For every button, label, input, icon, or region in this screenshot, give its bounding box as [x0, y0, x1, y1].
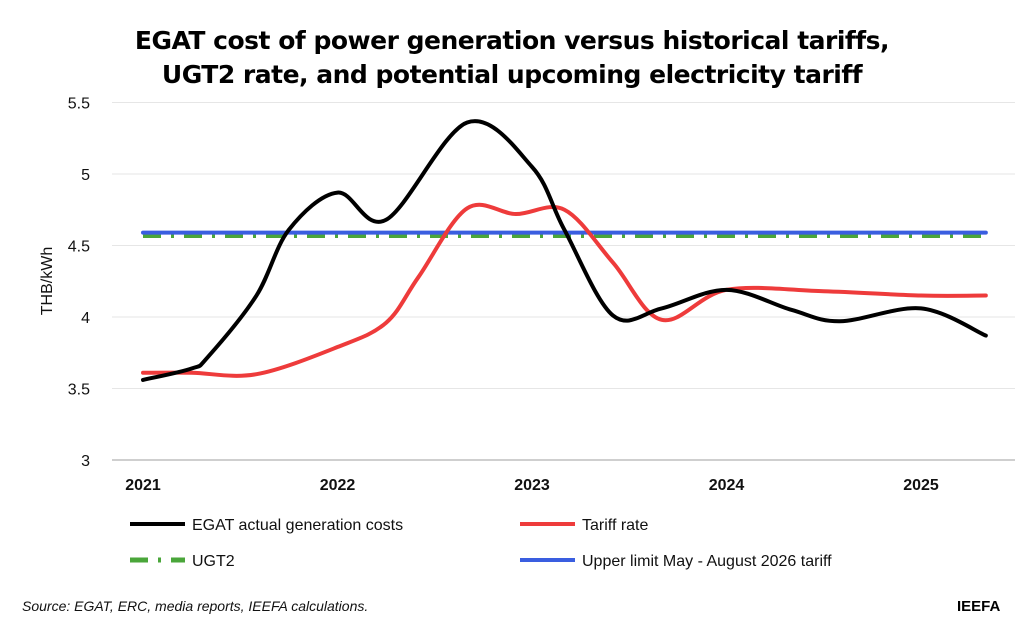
y-tick-label: 3.5	[68, 382, 90, 399]
legend-label: EGAT actual generation costs	[192, 517, 403, 534]
y-tick-label: 5	[81, 167, 90, 184]
x-tick-label: 2021	[125, 477, 161, 494]
series-line-tariff-rate	[141, 202, 988, 378]
x-tick-label: 2022	[320, 477, 356, 494]
chart-title-line-1: EGAT cost of power generation versus his…	[134, 26, 890, 55]
legend-label: UGT2	[192, 553, 235, 570]
y-tick-label: 3	[81, 453, 90, 470]
x-tick-label: 2025	[903, 477, 939, 494]
y-tick-label: 4.5	[68, 239, 90, 256]
source-note: Source: EGAT, ERC, media reports, IEEFA …	[22, 598, 369, 614]
y-tick-label: 4	[81, 310, 90, 327]
series-line-egat-actual-generation-costs	[141, 119, 988, 382]
legend-label: Tariff rate	[582, 517, 649, 534]
chart-title-line-2: UGT2 rate, and potential upcoming electr…	[161, 60, 863, 89]
chart-title: EGAT cost of power generation versus his…	[0, 24, 1024, 92]
y-axis-label: THB/kWh	[39, 247, 56, 315]
legend-label: Upper limit May - August 2026 tariff	[582, 553, 832, 570]
x-tick-label: 2023	[514, 477, 550, 494]
brand-logo-text: IEEFA	[957, 598, 1001, 615]
x-tick-label: 2024	[709, 477, 745, 494]
y-tick-label: 5.5	[68, 96, 90, 113]
